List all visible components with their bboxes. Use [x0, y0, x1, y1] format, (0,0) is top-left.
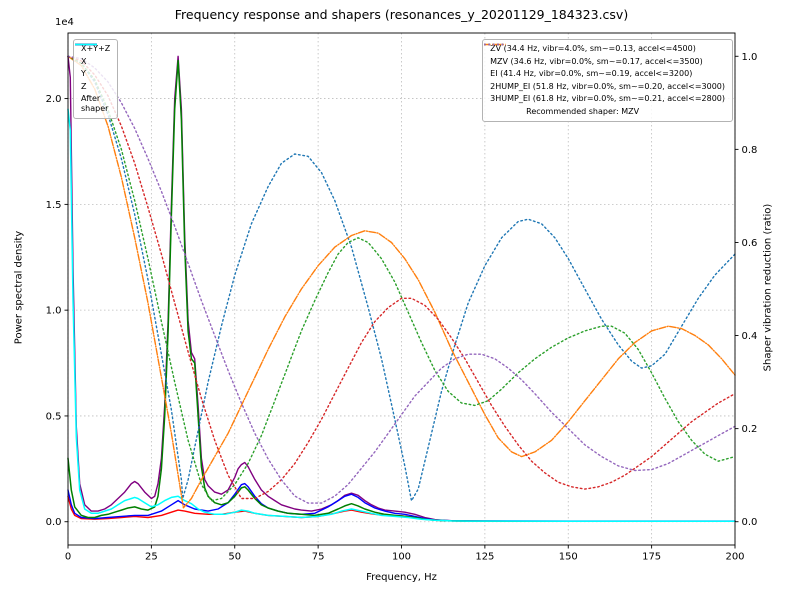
legend-psd: X+Y+Z X Y Z After shaper [73, 39, 119, 119]
y-left-tick-label: 0.0 [46, 517, 62, 528]
x-tick-label: 175 [642, 552, 661, 563]
series-shaper-mzv [67, 55, 736, 509]
legend-line-swatch-3hump-ei [484, 43, 507, 46]
legend-item-2hump-ei: 2HUMP_EI (51.8 Hz, vibr=0.0%, sm~=0.20, … [484, 43, 725, 92]
legend-line-swatch-after-shaper [75, 43, 97, 46]
x-tick-label: 100 [392, 552, 411, 563]
legend-label-2hump-ei: 2HUMP_EI (51.8 Hz, vibr=0.0%, sm~=0.20, … [490, 81, 725, 91]
series-shaper-3hump-ei [67, 55, 736, 504]
legend-label-zv: ZV (34.4 Hz, vibr=4.0%, sm~=0.13, accel<… [490, 44, 696, 53]
legend-item-3hump-ei: 3HUMP_EI (61.8 Hz, vibr=0.0%, sm~=0.21, … [484, 43, 725, 104]
y-left-tick-label: 1.5 [46, 200, 62, 211]
x-axis-label: Frequency, Hz [366, 572, 437, 583]
x-tick-label: 125 [475, 552, 494, 563]
x-tick-label: 75 [312, 552, 325, 563]
legend-line-swatch-mzv [484, 43, 507, 46]
x-tick-label: 150 [559, 552, 578, 563]
series-psd-y [67, 59, 736, 523]
legend-item-after-shaper: After shaper [75, 43, 110, 113]
y-left-tick-label: 0.5 [46, 411, 62, 422]
legend-item-ei: EI (41.4 Hz, vibr=0.0%, sm~=0.19, accel<… [484, 43, 725, 79]
x-tick-label: 200 [725, 552, 744, 563]
y-axis-label-right: Shaper vibration reduction (ratio) [762, 203, 774, 372]
legend-footer-spacer [490, 111, 520, 112]
legend-item-zv: ZV (34.4 Hz, vibr=4.0%, sm~=0.13, accel<… [484, 43, 725, 54]
legend-item-z: Z [75, 43, 110, 92]
y-left-tick-label: 1.0 [46, 306, 62, 317]
legend-label-x-y-z: X+Y+Z [81, 44, 111, 53]
legend-label-ei: EI (41.4 Hz, vibr=0.0%, sm~=0.19, accel<… [490, 69, 693, 79]
legend-item-mzv: MZV (34.6 Hz, vibr=0.0%, sm~=0.17, accel… [484, 43, 725, 67]
chart-title: Frequency response and shapers (resonanc… [174, 7, 629, 22]
legend-footer-label: Recommended shaper: MZV [526, 106, 640, 116]
legend-footer: Recommended shaper: MZV [490, 107, 725, 117]
legend-label-y: Y [81, 69, 86, 79]
y-right-tick-label: 0.8 [742, 145, 758, 156]
x-tick-label: 50 [228, 552, 241, 563]
series-shaper-ei [67, 55, 736, 502]
legend-label-x: X [81, 56, 87, 66]
y-right-tick-label: 1.0 [742, 52, 758, 63]
legend-shapers: ZV (34.4 Hz, vibr=4.0%, sm~=0.13, accel<… [482, 39, 733, 122]
y-right-tick-label: 0.6 [742, 238, 758, 249]
series-shaper-zv [67, 55, 736, 502]
series-shaper-2hump-ei [67, 55, 736, 500]
x-tick-label: 0 [65, 552, 71, 563]
legend-item-x: X [75, 43, 110, 67]
legend-label-after-shaper: After shaper [81, 94, 109, 113]
y-axis-offset-label: 1e4 [55, 17, 74, 28]
y-left-tick-label: 2.0 [46, 94, 62, 105]
y-right-tick-label: 0.4 [742, 331, 758, 342]
y-right-tick-label: 0.0 [742, 517, 758, 528]
y-axis-label-left: Power spectral density [13, 230, 25, 345]
series-psd-z [67, 482, 736, 522]
x-tick-label: 25 [145, 552, 158, 563]
legend-label-z: Z [81, 81, 87, 91]
legend-item-y: Y [75, 43, 110, 79]
legend-label-3hump-ei: 3HUMP_EI (61.8 Hz, vibr=0.0%, sm~=0.21, … [490, 94, 725, 104]
series-psd-x-y-z [67, 55, 736, 522]
y-right-tick-label: 0.2 [742, 424, 758, 435]
series-psd-after-shaper [67, 108, 736, 523]
legend-label-mzv: MZV (34.6 Hz, vibr=0.0%, sm~=0.17, accel… [490, 56, 703, 66]
